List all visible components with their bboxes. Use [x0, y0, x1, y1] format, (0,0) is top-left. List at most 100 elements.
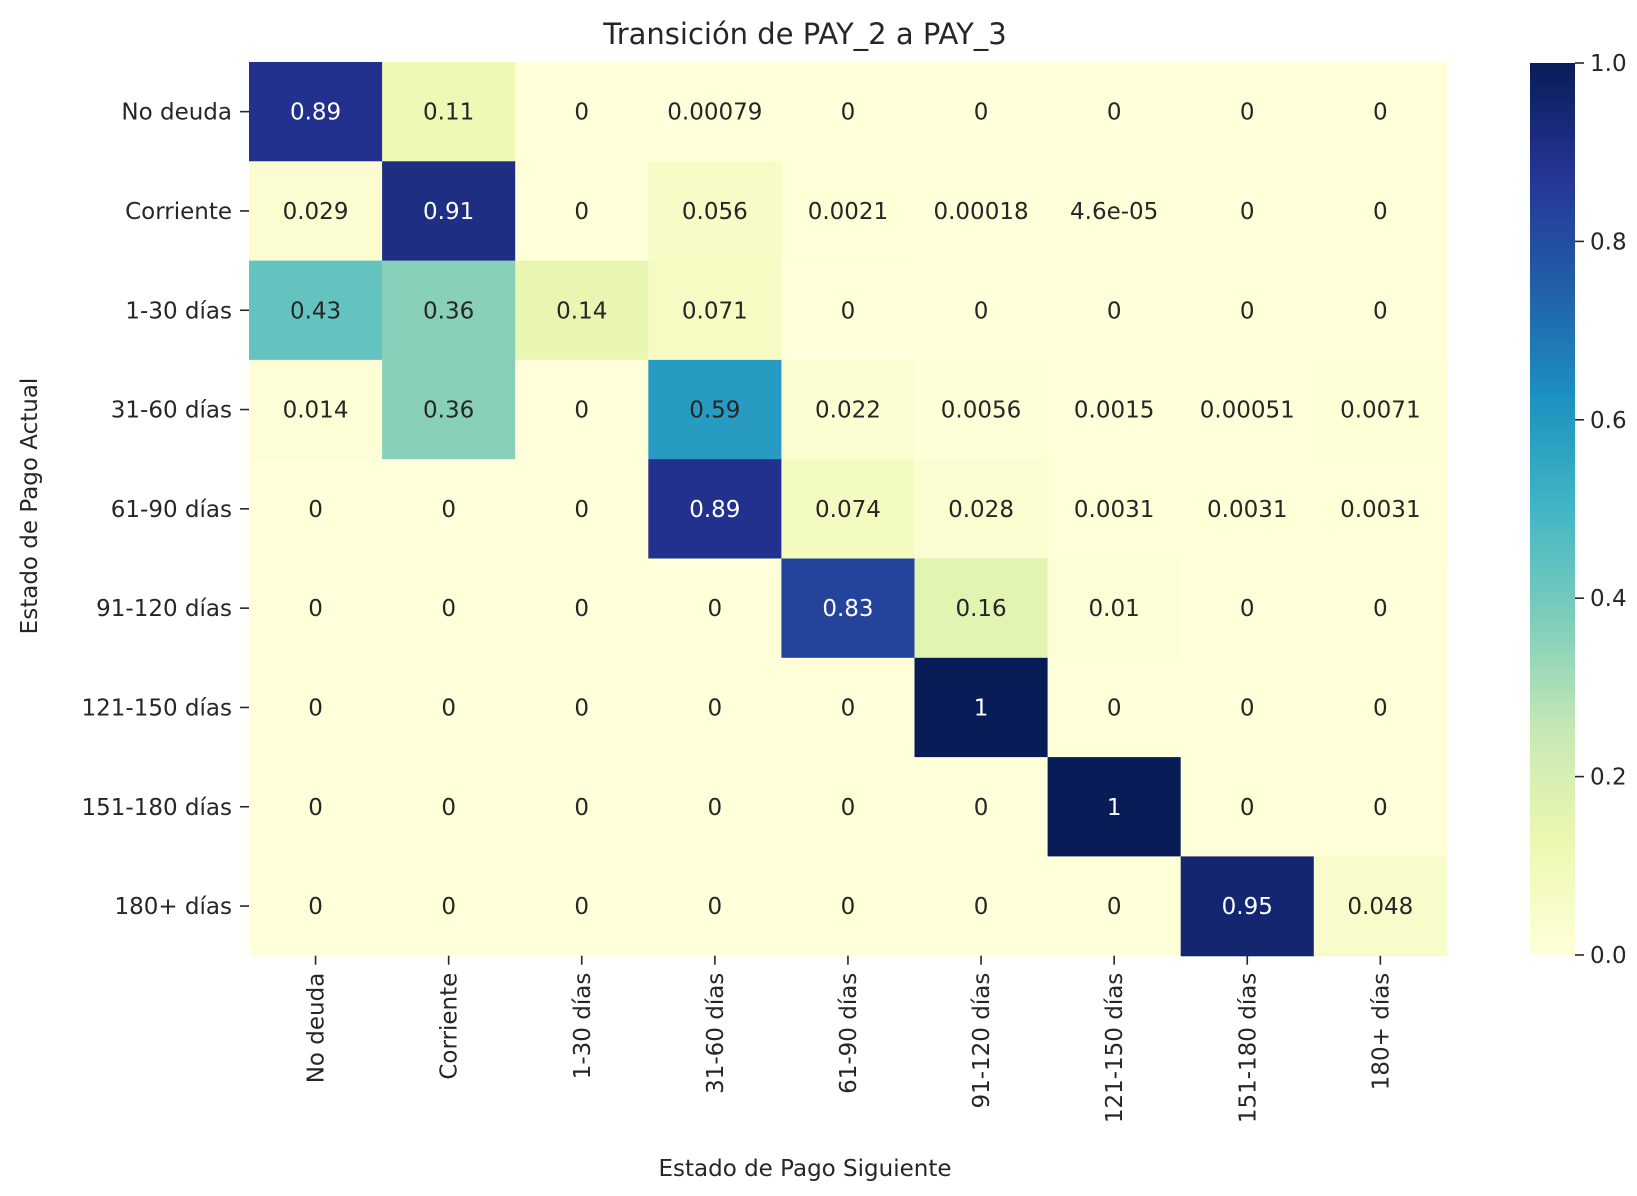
heatmap-cell — [648, 359, 782, 460]
cell-value-label: 0.89 — [689, 497, 740, 523]
heatmap-cell — [914, 459, 1049, 560]
heatmap-cell — [781, 260, 916, 361]
heatmap-cell — [1313, 657, 1448, 758]
cell-value-label: 0 — [574, 100, 589, 126]
y-tick-label: 31-60 días — [111, 398, 232, 424]
cell-value-label: 0 — [441, 596, 456, 622]
cell-value-label: 0 — [441, 497, 456, 523]
cell-value-label: 0.029 — [283, 199, 349, 225]
heatmap-cell-labels: 0.89 0.11 0 0.00079 0 0 0 0 0 0.029 0.91 0 0.056 0.00… — [283, 100, 1421, 920]
heatmap-cell — [1180, 459, 1315, 560]
heatmap-cell — [1047, 359, 1182, 460]
heatmap-cell — [382, 558, 516, 659]
heatmap-cell — [1313, 558, 1448, 659]
cell-value-label: 1 — [1107, 795, 1122, 821]
cell-value-label: 0 — [841, 795, 856, 821]
cell-value-label: 0.022 — [815, 398, 881, 424]
y-tick-label: Corriente — [125, 199, 232, 225]
cell-value-label: 0 — [974, 298, 989, 324]
heatmap-cell — [1047, 558, 1182, 659]
heatmap-cell — [1047, 62, 1182, 162]
heatmap-cell — [249, 161, 383, 262]
heatmap-cell — [1313, 459, 1448, 560]
heatmap-cell — [1313, 161, 1448, 262]
cell-value-label: 0 — [841, 695, 856, 721]
x-tick-label: 1-30 días — [570, 973, 596, 1080]
y-tick-label: 121-150 días — [82, 695, 232, 721]
cell-value-label: 0 — [841, 100, 856, 126]
cell-value-label: 0 — [1240, 100, 1255, 126]
colorbar-tick-label: 0.8 — [1590, 229, 1627, 255]
heatmap-cell — [249, 558, 383, 659]
heatmap-cell — [1047, 161, 1182, 262]
colorbar-gradient — [1530, 63, 1575, 955]
cell-value-label: 0 — [1240, 199, 1255, 225]
cell-value-label: 0 — [574, 795, 589, 821]
cell-value-label: 0 — [841, 298, 856, 324]
heatmap-cell — [648, 657, 782, 758]
cell-value-label: 0.028 — [948, 497, 1014, 523]
cell-value-label: 0 — [1240, 298, 1255, 324]
cell-value-label: 0.16 — [955, 596, 1006, 622]
cell-value-label: 0.0056 — [941, 398, 1021, 424]
y-tick-label: 180+ días — [114, 894, 232, 920]
heatmap-cell — [1180, 260, 1315, 361]
heatmap-cell — [249, 359, 383, 460]
cell-value-label: 0 — [308, 894, 323, 920]
heatmap-cell — [781, 359, 916, 460]
cell-value-label: 0.048 — [1347, 894, 1413, 920]
cell-value-label: 0 — [1240, 795, 1255, 821]
cell-value-label: 0 — [308, 497, 323, 523]
heatmap-cell — [648, 459, 782, 560]
heatmap-cell — [382, 260, 516, 361]
cell-value-label: 0 — [1373, 596, 1388, 622]
cell-value-label: 0 — [974, 894, 989, 920]
heatmap-cell — [1180, 558, 1315, 659]
heatmap-cell — [1180, 359, 1315, 460]
x-axis: No deuda Corriente 1-30 días 31-60 días 61-9… — [304, 955, 1394, 1123]
cell-value-label: 0.91 — [423, 199, 474, 225]
cell-value-label: 0.0031 — [1207, 497, 1287, 523]
heatmap-cell — [1047, 459, 1182, 560]
colorbar-tick-label: 1.0 — [1590, 51, 1627, 77]
cell-value-label: 0.11 — [423, 100, 474, 126]
heatmap-cell — [1313, 856, 1448, 957]
cell-value-label: 0.00018 — [933, 199, 1028, 225]
cell-value-label: 0 — [708, 894, 723, 920]
x-tick-label: 61-90 días — [836, 973, 862, 1094]
heatmap-cell — [515, 62, 649, 162]
cell-value-label: 0.01 — [1089, 596, 1140, 622]
heatmap-cells — [249, 62, 1448, 957]
heatmap-cell — [515, 359, 649, 460]
heatmap-cell — [781, 657, 916, 758]
heatmap-cell — [1047, 260, 1182, 361]
chart-title: Transición de PAY_2 a PAY_3 — [602, 17, 1006, 51]
cell-value-label: 0 — [1107, 298, 1122, 324]
colorbar-tick-label: 0.6 — [1590, 408, 1627, 434]
cell-value-label: 4.6e-05 — [1070, 199, 1158, 225]
cell-value-label: 0 — [974, 100, 989, 126]
heatmap-cell — [914, 161, 1049, 262]
heatmap-cell — [648, 62, 782, 162]
cell-value-label: 0 — [574, 596, 589, 622]
heatmap-cell — [382, 359, 516, 460]
cell-value-label: 0 — [574, 894, 589, 920]
heatmap-cell — [1313, 359, 1448, 460]
y-axis-label: Estado de Pago Actual — [17, 378, 43, 635]
cell-value-label: 0.0031 — [1074, 497, 1154, 523]
heatmap-cell — [648, 161, 782, 262]
heatmap-cell — [249, 856, 383, 957]
heatmap-cell — [515, 856, 649, 957]
x-tick-label: 31-60 días — [703, 973, 729, 1094]
heatmap-cell — [515, 260, 649, 361]
cell-value-label: 0 — [1373, 795, 1388, 821]
cell-value-label: 0.071 — [682, 298, 748, 324]
heatmap-cell — [1180, 856, 1315, 957]
y-tick-label: 61-90 días — [111, 497, 232, 523]
heatmap-cell — [914, 856, 1049, 957]
heatmap-cell — [914, 62, 1049, 162]
cell-value-label: 0 — [308, 695, 323, 721]
heatmap-cell — [648, 558, 782, 659]
heatmap-cell — [1180, 757, 1315, 857]
heatmap-cell — [515, 558, 649, 659]
